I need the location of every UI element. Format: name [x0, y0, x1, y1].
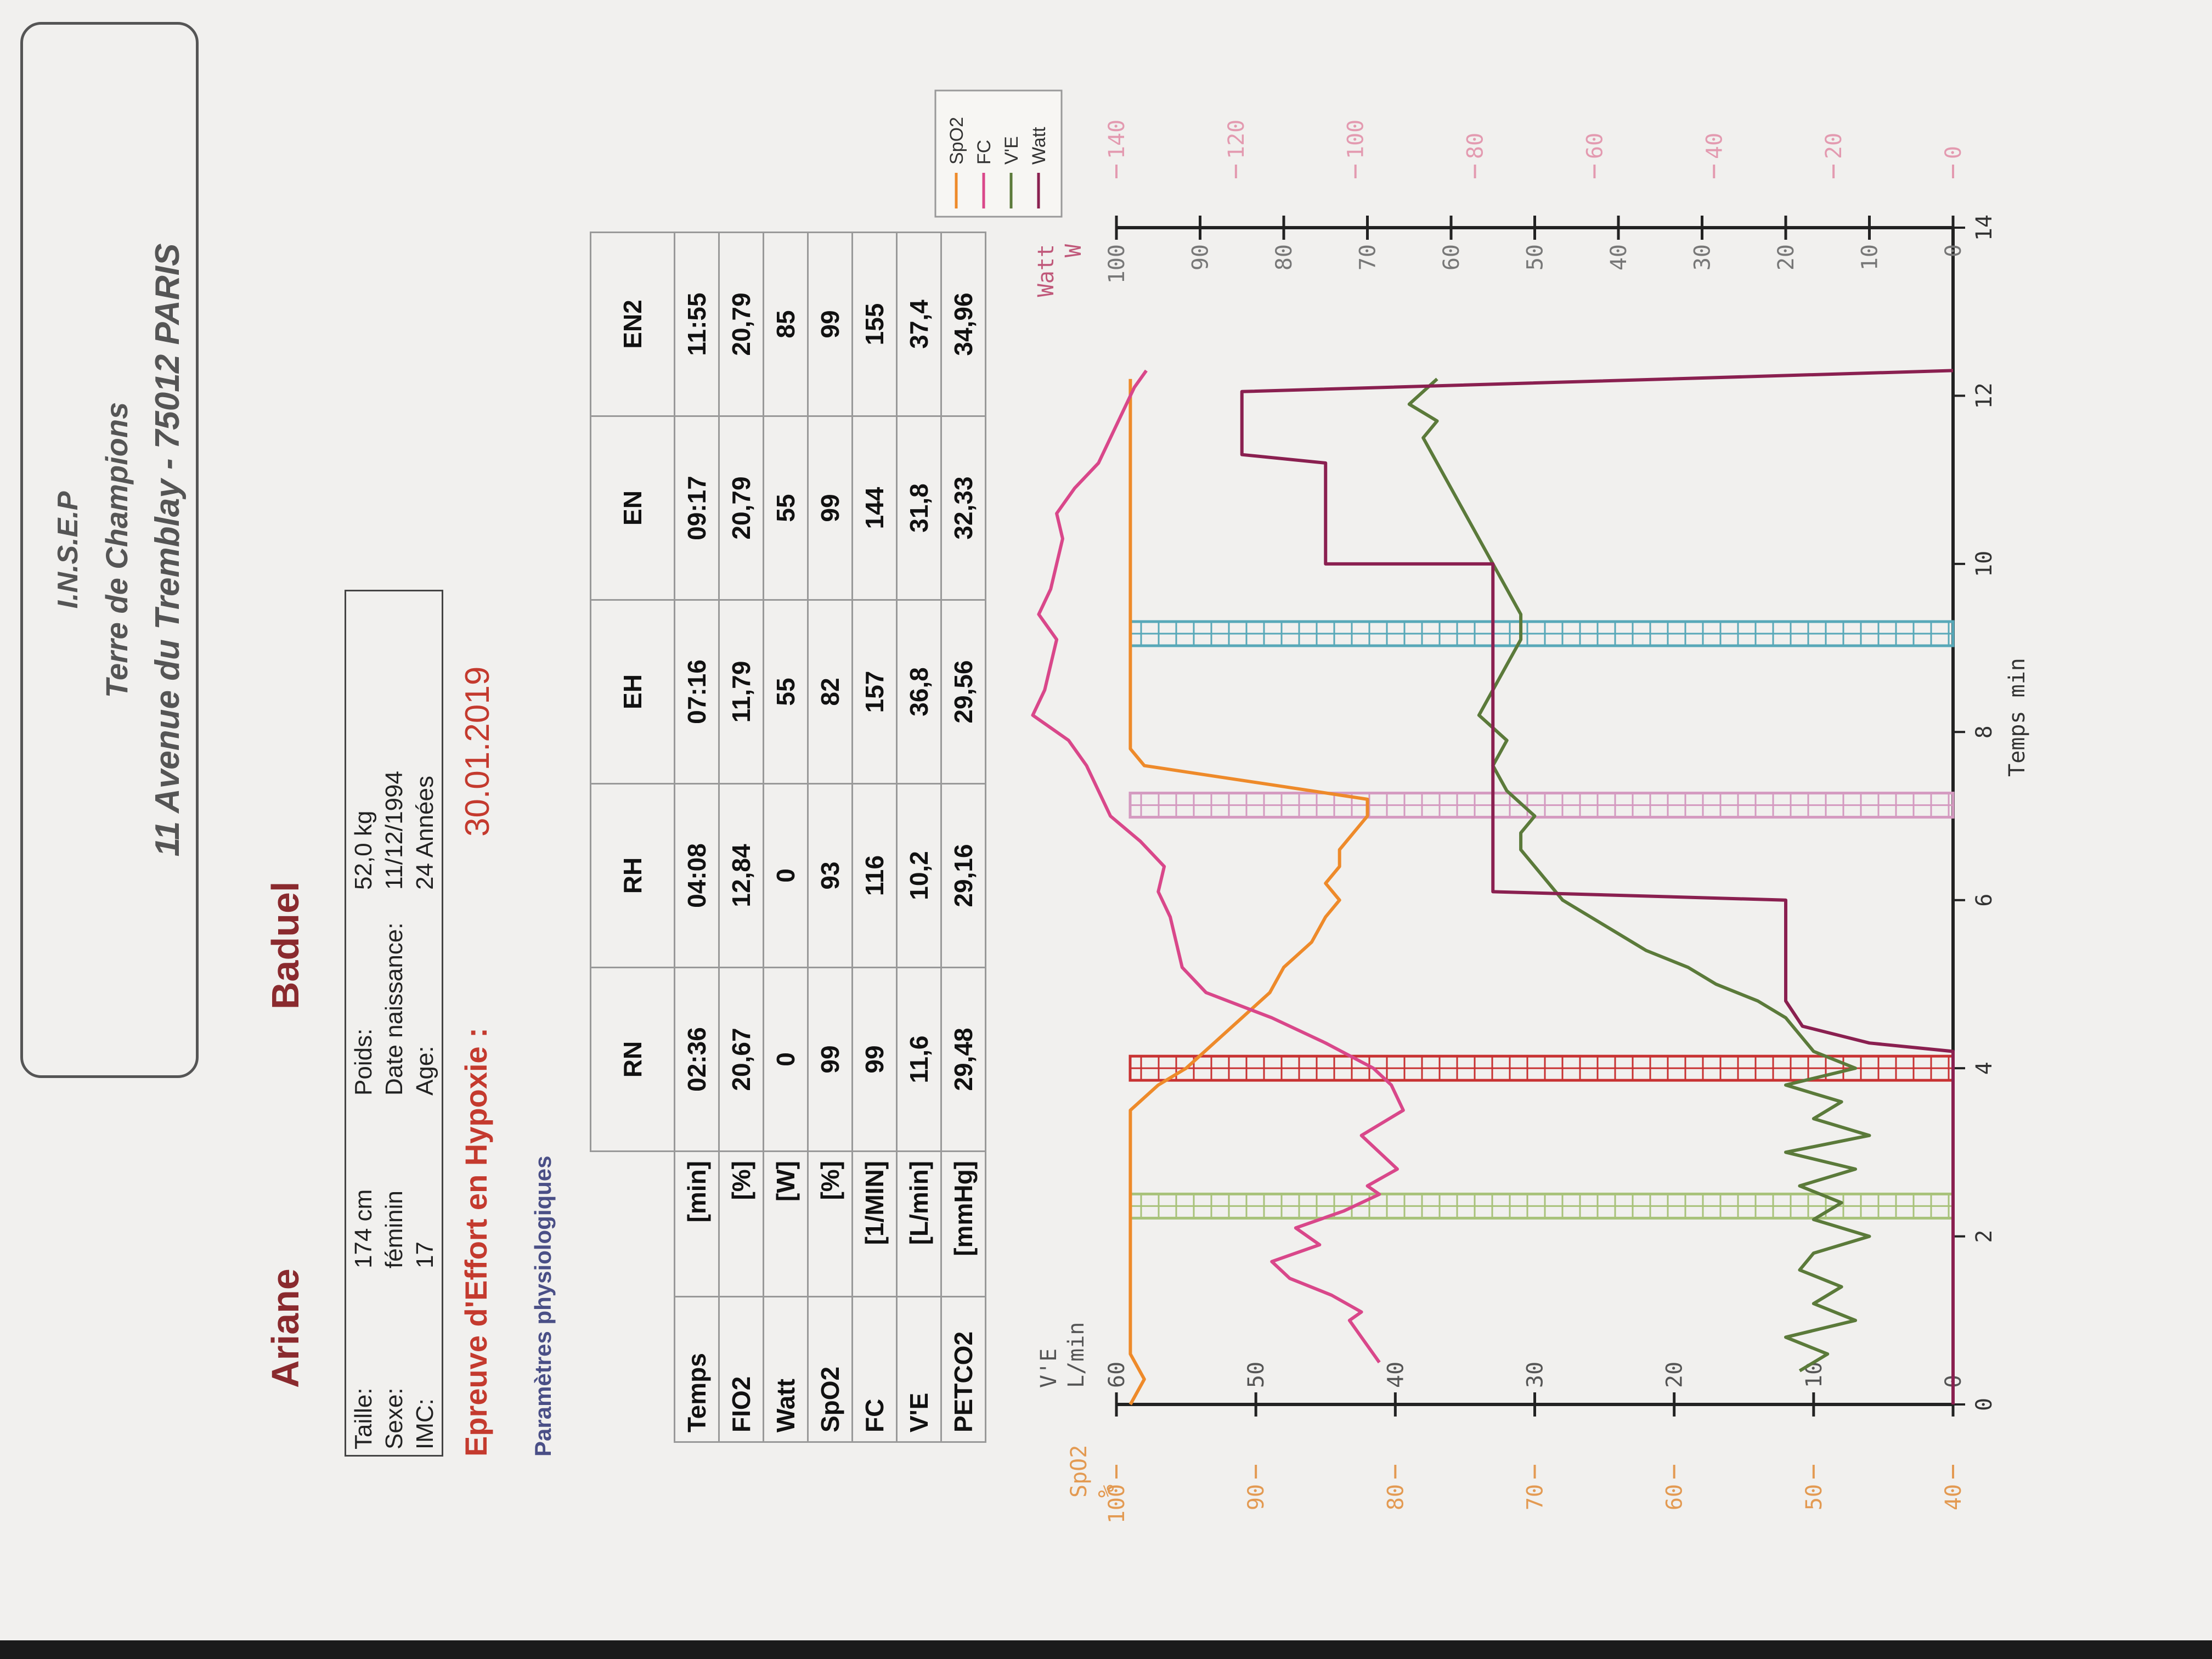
watt-tick-label: 40 [1606, 244, 1632, 270]
x-axis-label: Temps min [2005, 658, 2030, 777]
fc-tick-label: 20 [1821, 133, 1847, 159]
legend-entry: Watt [1029, 127, 1049, 165]
fc-tick-label: 100 [1344, 120, 1369, 159]
fc-tick-label: 0 [1941, 146, 1966, 159]
x-tick-label: 2 [1972, 1230, 1997, 1243]
watt-unit-label: W [1061, 244, 1086, 257]
ve-tick-label: 60 [1104, 1362, 1130, 1388]
watt-tick-label: 70 [1356, 244, 1381, 270]
legend-entry: SpO2 [946, 117, 967, 165]
spo2-tick-label: 70 [1523, 1484, 1548, 1510]
ve-unit-label: L/min [1064, 1322, 1089, 1388]
x-tick-label: 6 [1972, 894, 1997, 907]
watt-tick-label: 100 [1104, 244, 1130, 284]
watt-tick-label: 10 [1858, 244, 1883, 270]
fc-tick-label: 40 [1702, 133, 1727, 159]
watt-axis-label: Watt [1034, 244, 1059, 297]
x-tick-label: 12 [1972, 382, 1997, 409]
fc-tick-label: 120 [1224, 120, 1249, 159]
ve-tick-label: 40 [1383, 1362, 1408, 1388]
x-tick-label: 14 [1972, 215, 1997, 241]
ve-axis-label: V'E [1036, 1348, 1062, 1388]
legend-entry: V'E [1001, 136, 1022, 165]
spo2-tick-label: 100 [1104, 1484, 1130, 1523]
series-line-watt [1240, 369, 1955, 1404]
watt-tick-label: 90 [1188, 244, 1214, 270]
watt-tick-label: 20 [1774, 244, 1799, 270]
spo2-unit-label: % [1094, 1485, 1119, 1498]
spo2-tick-label: 40 [1941, 1484, 1966, 1510]
spo2-tick-label: 90 [1244, 1484, 1269, 1510]
x-tick-label: 4 [1972, 1062, 1997, 1075]
spo2-tick-label: 80 [1383, 1484, 1408, 1510]
spo2-tick-label: 50 [1802, 1484, 1827, 1510]
desk-edge [0, 1640, 2212, 1659]
x-tick-label: 10 [1972, 551, 1997, 577]
watt-tick-label: 0 [1941, 244, 1966, 257]
series-line-ve [1407, 377, 1871, 1373]
spo2-axis-label: SpO2 [1066, 1445, 1092, 1498]
watt-tick-label: 30 [1690, 244, 1716, 270]
series-line-spo2 [1128, 379, 1369, 1406]
legend-box [934, 89, 1063, 218]
x-tick-label: 0 [1972, 1398, 1997, 1411]
watt-tick-label: 50 [1523, 244, 1548, 270]
watt-tick-label: 80 [1272, 244, 1297, 270]
watt-tick-label: 60 [1439, 244, 1464, 270]
fc-tick-label: 60 [1582, 133, 1607, 159]
legend-entry: FC [974, 140, 995, 165]
ve-tick-label: 30 [1523, 1362, 1548, 1388]
spo2-tick-label: 60 [1662, 1484, 1688, 1510]
x-tick-label: 8 [1972, 725, 1997, 738]
fc-tick-label: 140 [1104, 120, 1130, 159]
ve-tick-label: 50 [1244, 1362, 1269, 1388]
series-line-fc [1031, 369, 1405, 1364]
ve-tick-label: 20 [1662, 1362, 1688, 1388]
fc-tick-label: 80 [1463, 133, 1488, 159]
